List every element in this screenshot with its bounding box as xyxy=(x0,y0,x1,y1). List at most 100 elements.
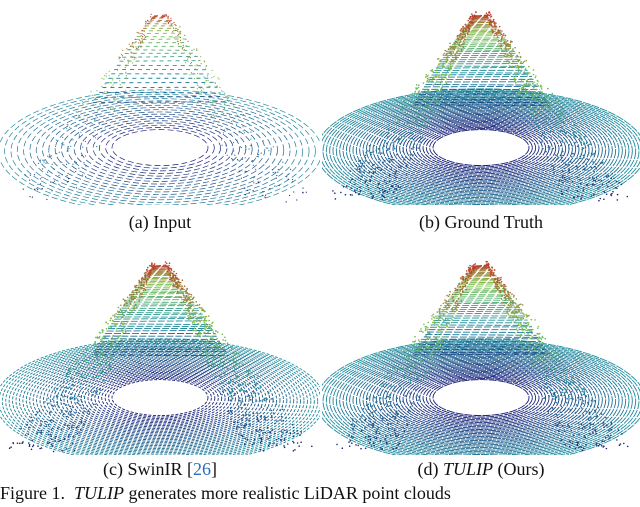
scan-point xyxy=(561,424,564,427)
scan-point xyxy=(143,287,145,290)
citation-link[interactable]: 26 xyxy=(192,459,211,479)
scan-point xyxy=(283,439,286,441)
scan-point xyxy=(116,344,118,347)
scan-point xyxy=(435,344,437,346)
scan-point xyxy=(549,108,551,110)
scan-point xyxy=(418,132,421,134)
scan-point xyxy=(40,447,43,449)
scan-point xyxy=(437,100,439,102)
scan-point xyxy=(571,442,574,445)
scan-point xyxy=(104,336,106,339)
scan-point xyxy=(591,176,594,179)
scan-point xyxy=(547,100,550,103)
scan-point xyxy=(514,78,516,80)
scan-point xyxy=(522,86,525,89)
scan-point xyxy=(271,416,273,419)
scan-point xyxy=(467,275,469,277)
scan-point xyxy=(397,434,400,436)
scan-point xyxy=(234,381,236,384)
scan-point xyxy=(400,165,402,168)
scan-point xyxy=(60,399,63,402)
scan-point xyxy=(445,53,447,56)
scan-point xyxy=(168,267,171,269)
scan-point xyxy=(98,107,101,109)
scan-point xyxy=(592,161,594,163)
scan-point xyxy=(500,298,503,300)
scan-point xyxy=(118,311,120,314)
scan-point xyxy=(564,133,567,135)
scan-point xyxy=(616,187,618,190)
scan-point xyxy=(437,76,440,79)
scan-point xyxy=(598,199,600,202)
scan-point xyxy=(98,336,101,339)
scan-point xyxy=(223,129,225,131)
scan-point xyxy=(98,91,100,93)
scan-point xyxy=(88,375,91,378)
scan-point xyxy=(83,162,85,164)
scan-point xyxy=(380,403,383,405)
scan-point xyxy=(238,426,240,429)
scan-ring xyxy=(63,362,257,437)
scan-ring xyxy=(349,99,613,201)
scan-point xyxy=(187,294,189,296)
scan-point xyxy=(414,365,417,367)
scan-line xyxy=(99,91,221,94)
scan-point xyxy=(463,42,466,44)
scan-point xyxy=(247,372,250,375)
scan-point xyxy=(401,367,404,370)
scan-point xyxy=(96,337,99,339)
scan-point xyxy=(576,157,578,159)
scan-point xyxy=(487,264,490,267)
scan-point xyxy=(228,382,231,385)
scan-ring xyxy=(56,359,264,439)
point-cloud-b xyxy=(322,11,640,205)
scan-point xyxy=(422,378,425,380)
scan-point xyxy=(560,179,563,182)
scan-point xyxy=(584,167,586,170)
scan-line xyxy=(153,14,167,17)
scan-point xyxy=(460,41,462,43)
scan-point xyxy=(210,328,213,331)
scan-point xyxy=(235,378,237,380)
scan-point xyxy=(595,415,597,418)
scan-point xyxy=(86,114,88,116)
scan-point xyxy=(270,414,273,417)
scan-point xyxy=(446,322,449,325)
scan-point xyxy=(422,354,424,357)
scan-point xyxy=(110,343,112,346)
scan-point xyxy=(409,366,411,368)
scan-point xyxy=(286,443,289,445)
scan-point xyxy=(110,356,112,358)
scan-point xyxy=(371,151,373,154)
scan-point xyxy=(396,435,398,438)
scan-point xyxy=(510,303,512,306)
scan-point xyxy=(590,152,593,155)
scan-point xyxy=(211,329,214,331)
caption-prefix: (b) xyxy=(418,212,445,232)
scan-point xyxy=(467,19,469,22)
scan-point xyxy=(364,427,366,429)
scan-point xyxy=(104,355,106,358)
scan-point xyxy=(458,41,461,44)
scan-point xyxy=(201,308,204,311)
scan-point xyxy=(442,65,444,67)
scan-point xyxy=(218,390,221,393)
caption-text: Ground Truth xyxy=(444,212,544,232)
scan-point xyxy=(83,423,85,426)
scan-point xyxy=(51,427,54,429)
scan-point xyxy=(410,392,412,394)
scan-point xyxy=(594,409,596,412)
scan-point xyxy=(185,300,188,303)
scan-point xyxy=(390,374,393,377)
scan-point xyxy=(62,380,65,382)
scan-point xyxy=(387,131,389,134)
scan-point xyxy=(554,154,557,156)
scan-point xyxy=(538,386,540,388)
scan-point xyxy=(500,33,503,36)
scan-point xyxy=(495,287,498,289)
scan-point xyxy=(611,172,614,175)
scan-point xyxy=(127,62,129,64)
scan-point xyxy=(418,110,421,113)
scan-point xyxy=(232,360,235,362)
scan-point xyxy=(394,172,397,175)
